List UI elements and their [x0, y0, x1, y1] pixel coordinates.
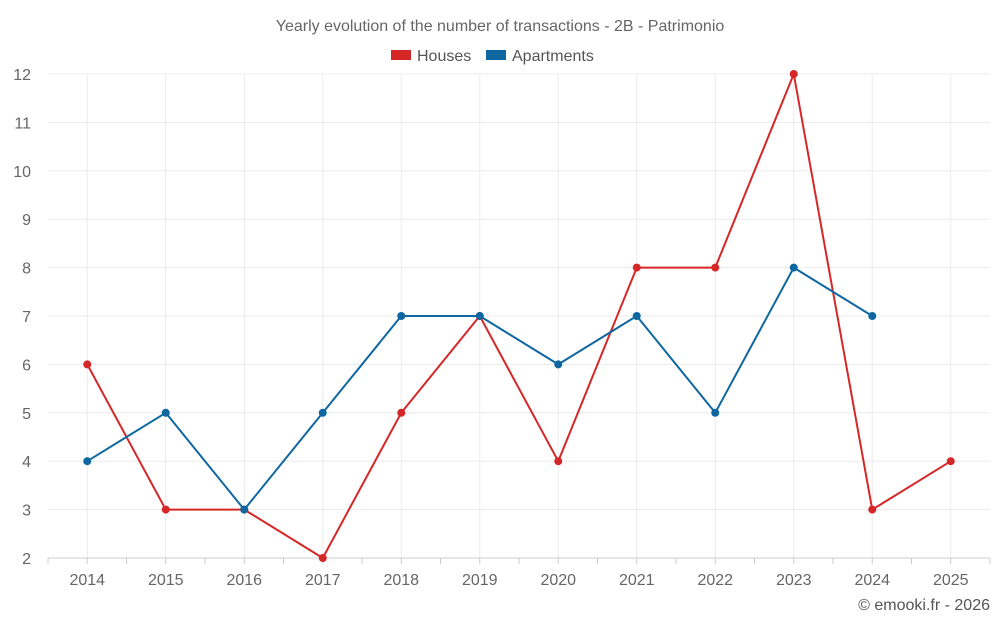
x-tick-label: 2014	[69, 572, 105, 589]
data-point-apartments	[83, 457, 92, 466]
data-point-houses	[397, 408, 406, 417]
data-point-houses	[789, 70, 798, 78]
grid	[48, 73, 990, 559]
data-point-apartments	[868, 312, 877, 320]
axes	[47, 557, 991, 564]
data-point-houses	[868, 505, 877, 514]
data-point-apartments	[240, 505, 249, 514]
data-point-houses	[83, 360, 92, 369]
y-tick-label: 11	[14, 115, 31, 132]
data-point-houses	[318, 554, 327, 562]
x-tick-label: 2025	[933, 572, 969, 589]
legend-swatch-houses	[391, 50, 411, 60]
y-tick-label: 6	[22, 357, 31, 374]
y-tick-label: 7	[22, 309, 31, 326]
data-point-apartments	[554, 360, 563, 369]
y-tick-label: 10	[13, 164, 31, 181]
data-point-apartments	[318, 408, 327, 417]
data-point-apartments	[397, 312, 406, 320]
x-tick-label: 2021	[619, 572, 655, 589]
y-tick-label: 4	[22, 454, 31, 471]
legend-item-apartments[interactable]: Apartments	[486, 48, 594, 65]
legend[interactable]: Houses Apartments	[391, 48, 594, 65]
legend-label-apartments: Apartments	[512, 48, 594, 65]
x-tick-label: 2020	[540, 572, 576, 589]
legend-item-houses[interactable]: Houses	[391, 48, 471, 65]
credit-text: © emooki.fr - 2026	[858, 597, 990, 614]
y-tick-label: 3	[22, 503, 31, 520]
data-point-apartments	[789, 263, 798, 272]
tick-labels: 2 3 4 5 6 7 8 9 10 11 12 2014 2015 2016 2017 2018 2019 20…	[13, 67, 968, 589]
y-tick-label: 5	[22, 406, 31, 423]
x-tick-label: 2022	[697, 572, 733, 589]
data-point-houses	[554, 457, 563, 466]
data-point-houses	[946, 457, 955, 466]
y-tick-label: 9	[22, 212, 31, 229]
legend-label-houses: Houses	[417, 48, 471, 65]
series-layer	[83, 70, 955, 562]
data-point-houses	[711, 263, 720, 272]
series-line-houses	[86, 73, 952, 559]
x-tick-label: 2019	[462, 572, 498, 589]
chart-title: Yearly evolution of the number of transa…	[276, 18, 725, 35]
x-tick-label: 2018	[383, 572, 419, 589]
data-point-houses	[632, 263, 641, 272]
x-tick-label: 2023	[776, 572, 812, 589]
y-tick-label: 2	[22, 551, 31, 568]
legend-swatch-apartments	[486, 50, 506, 60]
data-point-apartments	[161, 408, 170, 417]
data-point-apartments	[711, 408, 720, 417]
y-tick-label: 12	[13, 67, 31, 84]
y-tick-label: 8	[22, 261, 31, 278]
data-point-apartments	[475, 312, 484, 320]
x-tick-label: 2016	[226, 572, 262, 589]
data-point-houses	[161, 505, 170, 514]
data-point-apartments	[632, 312, 641, 320]
x-tick-label: 2017	[305, 572, 341, 589]
x-tick-label: 2015	[148, 572, 184, 589]
x-tick-label: 2024	[854, 572, 890, 589]
